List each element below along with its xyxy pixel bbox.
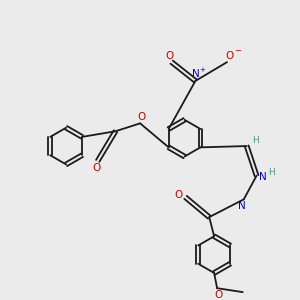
Text: O: O [92,163,100,173]
Text: H: H [252,136,259,145]
Text: O: O [137,112,146,122]
Text: H: H [268,168,275,177]
Text: N: N [191,69,199,80]
Text: O: O [214,290,223,300]
Text: +: + [199,67,205,73]
Text: O: O [174,190,182,200]
Text: −: − [234,46,241,56]
Text: O: O [226,51,234,61]
Text: N: N [238,201,246,211]
Text: O: O [165,51,173,61]
Text: N: N [259,172,267,182]
